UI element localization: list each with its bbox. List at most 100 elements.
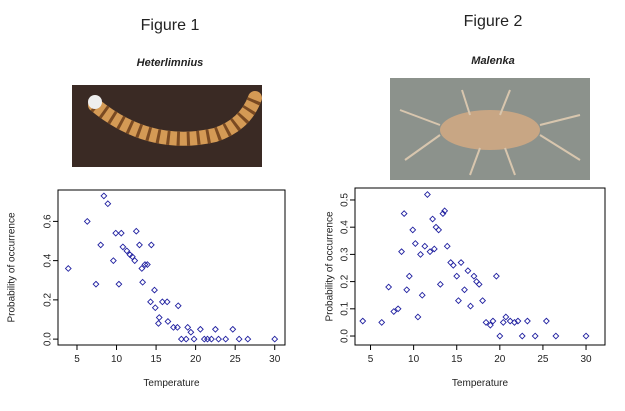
point: [222, 335, 230, 343]
point: [542, 317, 550, 325]
y-tick-label: 0.4: [340, 220, 351, 234]
point: [119, 243, 127, 251]
species-name: Malenka: [471, 55, 514, 67]
point: [128, 253, 136, 261]
y-tick-label: 0.4: [43, 253, 54, 267]
plot-box: [354, 187, 606, 346]
point: [439, 210, 447, 218]
figure-label: Figure 2: [464, 13, 523, 30]
point: [244, 335, 252, 343]
point: [187, 328, 195, 336]
x-tick-label: 5: [74, 354, 80, 365]
x-tick-label: 15: [451, 354, 463, 365]
point: [441, 207, 449, 215]
point: [64, 265, 72, 272]
x-tick-label: 30: [269, 354, 281, 365]
point: [155, 314, 163, 321]
point: [523, 317, 531, 325]
x-tick-label: 20: [190, 354, 202, 365]
point: [449, 261, 457, 269]
y-tick-label: 0.0: [340, 329, 351, 343]
point: [151, 304, 159, 312]
point: [147, 298, 154, 306]
point: [132, 227, 140, 235]
y-axis-label: Probability of occurrence: [7, 212, 18, 322]
x-tick-label: 25: [537, 354, 549, 365]
point: [147, 241, 155, 249]
x-tick-label: 10: [111, 354, 123, 365]
point: [164, 318, 172, 325]
point: [461, 286, 468, 294]
point: [151, 286, 158, 294]
point: [163, 298, 171, 306]
point: [475, 280, 483, 288]
point: [83, 217, 91, 225]
point: [409, 226, 417, 234]
point: [143, 261, 151, 268]
point: [385, 283, 393, 291]
point: [394, 305, 402, 313]
point: [421, 242, 429, 250]
point: [423, 191, 431, 198]
point: [435, 226, 443, 234]
point: [470, 272, 478, 280]
point: [100, 192, 108, 200]
point: [582, 332, 590, 340]
point: [398, 248, 405, 256]
point: [177, 335, 185, 343]
point: [531, 332, 539, 340]
y-tick-label: 0.6: [43, 214, 54, 228]
x-tick-label: 30: [580, 354, 592, 365]
point: [403, 286, 411, 294]
plot-box: [57, 189, 286, 346]
photo-malenka: [390, 78, 590, 180]
point: [271, 335, 279, 343]
point: [499, 318, 507, 326]
photo-heterlimnius: [72, 85, 262, 167]
point: [514, 317, 522, 325]
point: [400, 210, 408, 218]
point: [414, 313, 422, 321]
point: [196, 325, 204, 333]
point: [211, 325, 219, 333]
point: [390, 308, 398, 315]
y-tick-label: 0.2: [340, 274, 351, 288]
point: [467, 302, 474, 310]
point: [182, 335, 190, 343]
point: [492, 272, 500, 280]
point: [235, 335, 243, 343]
y-tick-label: 0.1: [340, 301, 351, 315]
point: [208, 335, 215, 343]
point: [511, 318, 518, 326]
point: [405, 272, 413, 280]
point: [136, 241, 143, 249]
point: [141, 261, 149, 268]
x-tick-label: 25: [230, 354, 242, 365]
y-tick-label: 0.0: [43, 332, 54, 346]
point: [496, 332, 504, 340]
point: [139, 278, 147, 286]
point: [117, 229, 125, 237]
point: [378, 318, 386, 326]
point: [502, 313, 510, 321]
point: [123, 247, 131, 255]
point: [464, 267, 472, 275]
x-tick-label: 5: [368, 354, 374, 365]
point: [453, 272, 461, 280]
x-axis-label: Temperature: [143, 378, 200, 389]
point: [104, 200, 112, 208]
point: [184, 323, 192, 331]
x-tick-label: 20: [494, 354, 506, 365]
point: [418, 291, 426, 299]
point: [552, 332, 560, 340]
point: [138, 265, 146, 272]
point: [158, 298, 166, 306]
point: [359, 317, 367, 325]
point: [173, 323, 181, 331]
point: [486, 321, 494, 329]
point: [457, 259, 465, 266]
point: [506, 317, 514, 325]
x-tick-label: 15: [151, 354, 163, 365]
point: [411, 240, 419, 247]
